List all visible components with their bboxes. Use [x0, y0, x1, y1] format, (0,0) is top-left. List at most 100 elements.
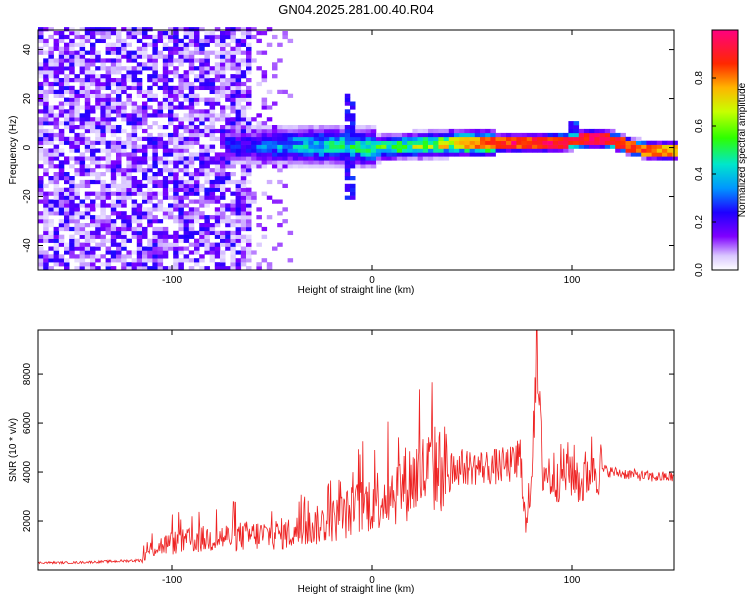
spectrogram-cell — [235, 148, 242, 153]
spectrogram-cell — [235, 223, 242, 228]
spectrogram-cell — [90, 105, 96, 110]
spectrogram-cell — [188, 219, 195, 224]
spectrogram-cell — [157, 183, 164, 189]
spectrogram-cell — [220, 117, 226, 122]
spectrogram-cell — [183, 117, 190, 122]
y-tick-label: 0 — [22, 144, 33, 150]
spectrogram-cell — [90, 109, 96, 114]
spectrogram-cell — [38, 93, 44, 98]
spectrogram-cell — [183, 215, 190, 220]
spectrogram-cell — [318, 152, 325, 157]
spectrogram-cell — [225, 223, 231, 228]
spectrogram-cell — [214, 164, 221, 169]
spectrogram-cell — [194, 152, 200, 157]
spectrogram-cell — [412, 156, 418, 161]
spectrogram-cell — [90, 31, 96, 36]
spectrogram-cell — [370, 128, 377, 134]
spectrogram-cell — [121, 179, 127, 185]
spectrogram-cell — [324, 164, 330, 169]
spectrogram-cell — [287, 144, 294, 149]
spectrogram-cell — [573, 125, 580, 130]
spectrogram-cell — [235, 144, 242, 149]
spectrogram-cell — [110, 50, 117, 55]
spectrogram-cell — [350, 132, 356, 138]
spectrogram-cell — [64, 62, 70, 67]
spectrogram-cell — [188, 105, 195, 110]
spectrogram-cell — [116, 62, 122, 67]
spectrogram-cell — [324, 160, 330, 165]
spectrogram-cell — [43, 113, 49, 118]
spectrogram-cell — [266, 215, 273, 220]
spectrogram-cell — [95, 246, 101, 251]
spectrogram-cell — [521, 148, 528, 153]
spectrogram-cell — [173, 46, 179, 51]
spectrogram-cell — [116, 258, 122, 263]
spectrogram-cell — [251, 191, 257, 196]
spectrogram-cell — [235, 136, 242, 142]
spectrogram-cell — [251, 128, 257, 134]
spectrogram-cell — [220, 207, 226, 212]
spectrogram-cell — [251, 34, 257, 40]
spectrogram-cell — [209, 38, 216, 44]
spectrogram-cell — [235, 85, 242, 91]
spectrogram-cell — [136, 164, 143, 169]
spectrogram-cell — [69, 187, 75, 192]
spectrogram-cell — [126, 74, 132, 79]
spectrogram-cell — [136, 191, 143, 196]
spectrogram-cell — [324, 136, 330, 142]
spectrogram-cell — [38, 254, 44, 259]
spectrogram-cell — [667, 140, 673, 145]
spectrogram-cell — [240, 254, 247, 259]
spectrogram-cell — [329, 125, 335, 130]
spectrogram-cell — [402, 136, 408, 142]
spectrogram-cell — [173, 219, 179, 224]
spectrogram-cell — [53, 74, 60, 79]
spectrogram-cell — [199, 66, 205, 71]
spectrogram-cell — [199, 132, 205, 138]
spectrogram-cell — [64, 203, 70, 208]
spectrogram-cell — [344, 148, 351, 153]
spectrogram-cell — [552, 136, 559, 142]
spectrogram-cell — [69, 242, 75, 247]
spectrogram-cell — [240, 62, 247, 67]
spectrogram-cell — [287, 140, 294, 145]
spectrogram-cell — [490, 128, 496, 134]
spectrogram-cell — [74, 89, 80, 95]
spectrogram-cell — [157, 219, 164, 224]
spectrogram-cell — [230, 109, 236, 114]
spectrogram-cell — [235, 250, 242, 255]
spectrogram-cell — [105, 113, 112, 118]
spectrogram-cell — [53, 152, 60, 157]
spectrogram-cell — [79, 234, 86, 239]
spectrogram-cell — [318, 148, 325, 153]
spectrogram-cell — [490, 140, 496, 145]
spectrogram-cell — [100, 27, 106, 32]
spectrogram-cell — [287, 230, 294, 236]
spectrogram-cell — [90, 46, 96, 51]
spectrogram-cell — [100, 58, 106, 63]
spectrogram-cell — [246, 168, 252, 173]
spectrogram-cell — [428, 136, 434, 142]
spectrogram-cell — [209, 215, 216, 220]
spectrogram-cell — [147, 85, 153, 91]
spectrogram-cell — [407, 136, 413, 142]
spectrogram-cell — [199, 234, 205, 239]
spectrogram-cell — [131, 199, 138, 204]
spectrogram-cell — [277, 89, 283, 95]
spectrogram-cell — [64, 195, 70, 200]
spectrogram-cell — [599, 144, 606, 149]
spectrogram-cell — [38, 101, 44, 106]
spectrogram-cell — [105, 230, 112, 236]
colorbar-tick-label: 0.6 — [694, 119, 705, 133]
spectrogram-cell — [521, 140, 528, 145]
spectrogram-cell — [95, 38, 101, 44]
spectrogram-cell — [168, 168, 174, 173]
spectrogram-cell — [157, 74, 164, 79]
spectrogram-cell — [142, 93, 148, 98]
spectrogram-cell — [147, 168, 153, 173]
spectrogram-cell — [188, 164, 195, 169]
spectrogram-cell — [282, 128, 288, 134]
spectrogram-cell — [147, 78, 153, 83]
spectrogram-cell — [58, 46, 65, 51]
spectrogram-cell — [266, 195, 273, 200]
